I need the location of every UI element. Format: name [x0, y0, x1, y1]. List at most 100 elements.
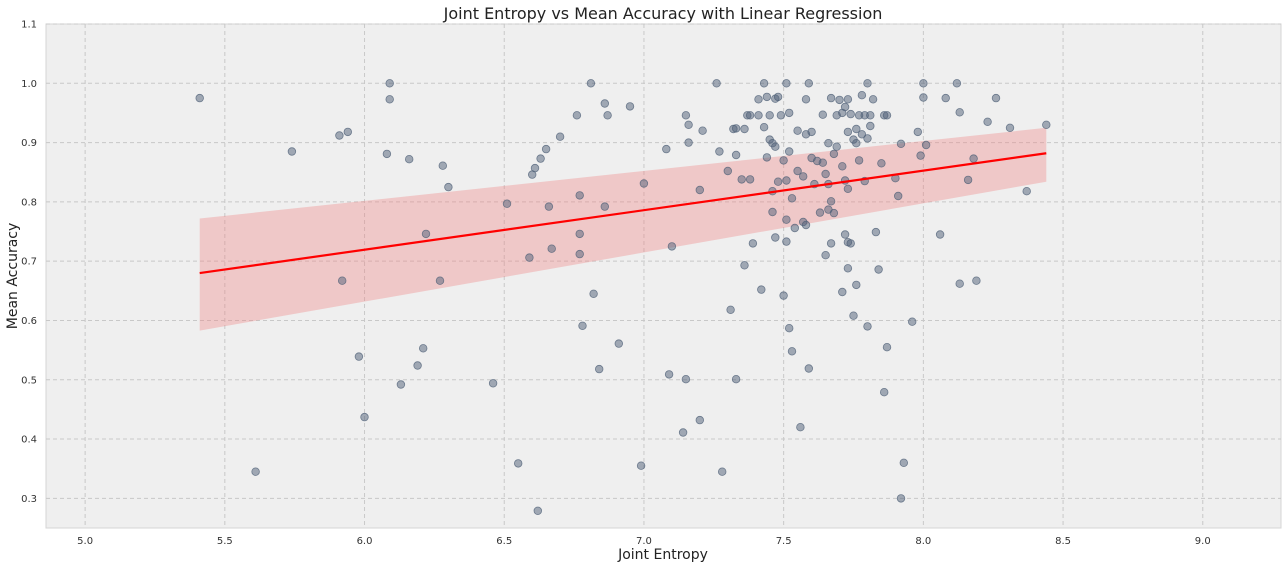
data-point: [771, 233, 780, 242]
data-point: [896, 494, 906, 503]
data-point: [826, 197, 836, 206]
data-point: [768, 207, 777, 217]
data-point: [826, 93, 836, 103]
data-point: [662, 144, 671, 154]
data-point: [718, 467, 727, 476]
data-point: [488, 379, 498, 388]
data-point: [796, 423, 805, 432]
data-point: [835, 95, 844, 105]
data-point: [723, 166, 732, 176]
data-point: [762, 92, 772, 102]
data-point: [360, 412, 369, 422]
data-point: [863, 134, 872, 143]
y-tick-label: 1.1: [21, 20, 37, 31]
data-point: [919, 79, 928, 88]
data-point: [681, 111, 691, 120]
data-point: [575, 229, 584, 239]
y-tick-label: 0.4: [21, 435, 37, 446]
data-point: [908, 317, 917, 326]
data-point: [421, 229, 431, 239]
data-point: [785, 147, 794, 156]
data-point: [600, 99, 609, 108]
data-point: [787, 347, 797, 356]
data-point: [586, 79, 596, 88]
data-point: [793, 166, 802, 176]
data-point: [826, 239, 836, 248]
data-point: [838, 287, 847, 297]
data-point: [444, 182, 453, 192]
data-point: [1022, 186, 1031, 196]
data-point: [776, 111, 786, 120]
x-tick-label: 8.0: [915, 536, 931, 547]
y-tick-label: 0.9: [21, 138, 37, 149]
chart-title: Joint Entropy vs Mean Accuracy with Line…: [443, 4, 883, 23]
data-point: [785, 324, 794, 333]
data-point: [857, 90, 867, 100]
data-point: [916, 151, 925, 160]
data-point: [877, 159, 886, 168]
data-point: [698, 126, 707, 135]
data-point: [435, 276, 445, 285]
regression-line: [199, 152, 1047, 275]
data-point: [1042, 120, 1051, 129]
data-point: [840, 102, 850, 112]
data-point: [804, 79, 813, 88]
data-point: [544, 202, 554, 211]
data-point: [396, 380, 406, 389]
data-point: [807, 127, 816, 137]
data-point: [852, 124, 861, 134]
data-point: [625, 102, 635, 111]
x-tick-label: 8.5: [1055, 536, 1071, 547]
data-point: [603, 111, 612, 120]
data-point: [541, 144, 551, 154]
data-point: [919, 93, 928, 102]
data-point: [589, 289, 598, 298]
data-point: [787, 194, 797, 203]
y-tick-label: 0.6: [21, 316, 37, 327]
data-point: [782, 215, 791, 224]
data-point: [779, 156, 788, 165]
data-point: [555, 132, 565, 141]
data-point: [382, 149, 392, 159]
data-point: [838, 162, 847, 171]
data-point: [335, 131, 344, 140]
data-point: [251, 467, 260, 476]
data-point: [419, 344, 428, 353]
data-point: [952, 79, 962, 88]
data-point: [880, 388, 889, 397]
data-point: [801, 220, 811, 230]
data-point: [684, 138, 693, 147]
data-point: [782, 176, 791, 185]
data-point: [525, 253, 534, 262]
data-point: [773, 177, 783, 186]
data-point: [866, 111, 875, 120]
x-tick-label: 6.5: [496, 536, 512, 547]
data-point: [843, 184, 853, 193]
data-point: [857, 130, 867, 139]
data-point: [195, 93, 204, 103]
data-point: [969, 154, 978, 163]
data-point: [896, 139, 906, 148]
data-point: [765, 111, 774, 120]
data-point: [894, 191, 903, 201]
data-point: [846, 239, 855, 248]
y-axis-ticks: 0.3 0.4 0.5 0.6 0.7 0.8 0.9 1.0 1.1: [21, 20, 37, 505]
y-tick-label: 1.0: [21, 79, 37, 90]
regression-line-group: [199, 152, 1047, 275]
data-point: [874, 265, 883, 274]
data-point: [664, 370, 674, 379]
data-point: [745, 175, 755, 184]
data-point: [843, 95, 853, 104]
data-point: [731, 375, 741, 384]
data-point: [804, 364, 813, 373]
x-tick-label: 7.0: [636, 536, 652, 547]
data-point: [824, 138, 833, 148]
data-point: [799, 172, 808, 181]
data-point: [731, 150, 741, 160]
data-point: [575, 191, 584, 200]
data-point: [731, 124, 741, 133]
data-point: [737, 175, 746, 184]
data-point: [530, 163, 540, 173]
data-point: [840, 230, 850, 239]
